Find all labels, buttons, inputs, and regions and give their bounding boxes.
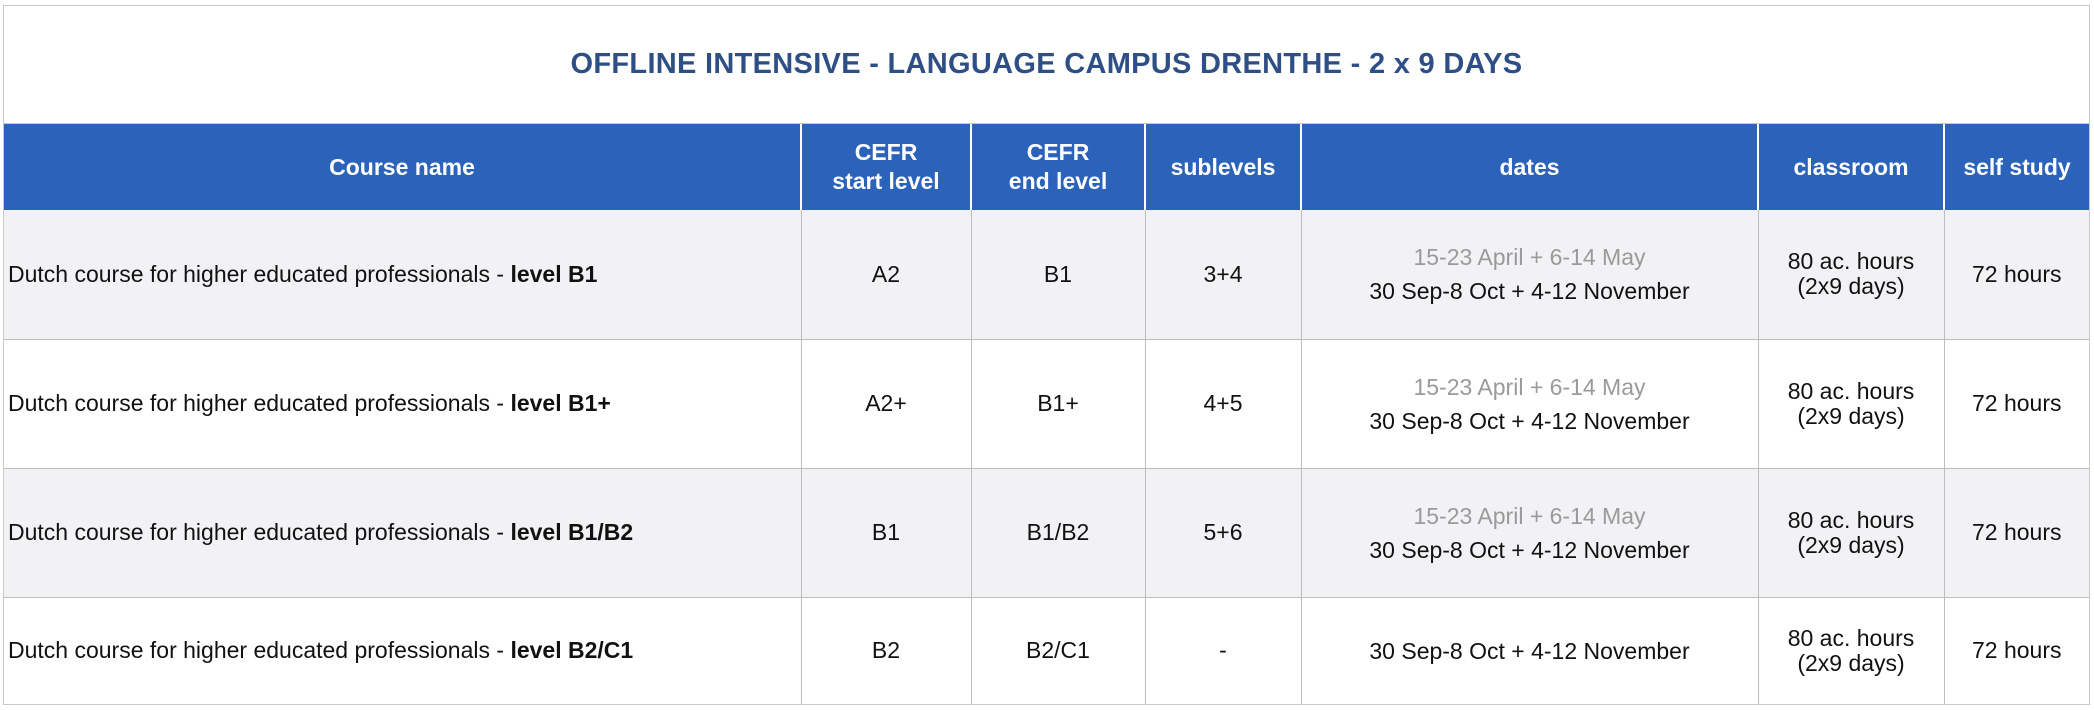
header-sublevels: sublevels — [1145, 124, 1302, 210]
self-study-cell: 72 hours — [1944, 468, 2089, 598]
header-course-name: Course name — [4, 124, 802, 210]
course-table: Course name CEFR start level CEFR end le… — [4, 124, 2089, 704]
course-name-cell: Dutch course for higher educated profess… — [4, 210, 802, 340]
course-level: level B1 — [510, 260, 598, 287]
course-name-cell: Dutch course for higher educated profess… — [4, 468, 802, 598]
cefr-start-cell: A2+ — [801, 339, 972, 469]
header-self-study: self study — [1944, 124, 2089, 210]
header-row: Course name CEFR start level CEFR end le… — [4, 124, 2089, 210]
classroom-hours: 80 ac. hours — [1787, 248, 1915, 275]
course-name-cell: Dutch course for higher educated profess… — [4, 597, 802, 704]
header-cefr-end: CEFR end level — [971, 124, 1146, 210]
date-autumn: 30 Sep-8 Oct + 4-12 November — [1369, 637, 1690, 664]
course-name-prefix: Dutch course for higher educated profess… — [8, 390, 511, 416]
title-bar: OFFLINE INTENSIVE - LANGUAGE CAMPUS DREN… — [4, 6, 2089, 124]
classroom-cell: 80 ac. hours (2x9 days) — [1758, 468, 1945, 598]
header-classroom: classroom — [1758, 124, 1945, 210]
sublevels-cell: 5+6 — [1145, 468, 1302, 598]
course-level: level B1/B2 — [510, 519, 634, 545]
sublevels-cell: - — [1145, 597, 1302, 704]
header-cefr-start-line2: start level — [832, 168, 940, 194]
self-study-cell: 72 hours — [1944, 339, 2089, 469]
header-cefr-start-line1: CEFR — [854, 139, 918, 165]
header-dates: dates — [1301, 124, 1759, 210]
date-spring: 15-23 April + 6-14 May — [1413, 244, 1646, 271]
course-name-prefix: Dutch course for higher educated profess… — [8, 260, 511, 287]
sublevels-cell: 4+5 — [1145, 339, 1302, 469]
date-spring: 15-23 April + 6-14 May — [1413, 502, 1646, 529]
table-row: Dutch course for higher educated profess… — [4, 210, 2089, 340]
date-autumn: 30 Sep-8 Oct + 4-12 November — [1369, 536, 1690, 563]
date-autumn: 30 Sep-8 Oct + 4-12 November — [1369, 278, 1690, 305]
classroom-days: (2x9 days) — [1797, 649, 1905, 676]
classroom-days: (2x9 days) — [1797, 402, 1905, 429]
page-title: OFFLINE INTENSIVE - LANGUAGE CAMPUS DREN… — [570, 48, 1523, 80]
header-cefr-end-line2: end level — [1008, 168, 1108, 194]
cefr-end-cell: B1 — [971, 210, 1146, 340]
classroom-days: (2x9 days) — [1797, 273, 1905, 300]
cefr-start-cell: B1 — [801, 468, 972, 598]
date-spring: 15-23 April + 6-14 May — [1413, 373, 1646, 400]
classroom-cell: 80 ac. hours (2x9 days) — [1758, 339, 1945, 469]
table-row: Dutch course for higher educated profess… — [4, 597, 2089, 704]
cefr-end-cell: B2/C1 — [971, 597, 1146, 704]
dates-cell: 15-23 April + 6-14 May 30 Sep-8 Oct + 4-1… — [1301, 468, 1759, 598]
self-study-cell: 72 hours — [1944, 210, 2089, 340]
course-level: level B1+ — [510, 390, 611, 416]
header-cefr-end-line1: CEFR — [1026, 139, 1090, 165]
course-name-prefix: Dutch course for higher educated profess… — [8, 519, 511, 545]
cefr-start-cell: B2 — [801, 597, 972, 704]
dates-cell: 15-23 April + 6-14 May 30 Sep-8 Oct + 4-1… — [1301, 339, 1759, 469]
classroom-hours: 80 ac. hours — [1787, 624, 1915, 651]
classroom-days: (2x9 days) — [1797, 531, 1905, 558]
classroom-cell: 80 ac. hours (2x9 days) — [1758, 597, 1945, 704]
classroom-hours: 80 ac. hours — [1787, 506, 1915, 533]
cefr-end-cell: B1/B2 — [971, 468, 1146, 598]
header-cefr-start: CEFR start level — [801, 124, 972, 210]
course-table-frame: OFFLINE INTENSIVE - LANGUAGE CAMPUS DREN… — [3, 5, 2090, 705]
table-row: Dutch course for higher educated profess… — [4, 468, 2089, 598]
classroom-cell: 80 ac. hours (2x9 days) — [1758, 210, 1945, 340]
table-row: Dutch course for higher educated profess… — [4, 339, 2089, 469]
cefr-start-cell: A2 — [801, 210, 972, 340]
dates-cell: 30 Sep-8 Oct + 4-12 November — [1301, 597, 1759, 704]
course-name-cell: Dutch course for higher educated profess… — [4, 339, 802, 469]
date-autumn: 30 Sep-8 Oct + 4-12 November — [1369, 407, 1690, 434]
self-study-cell: 72 hours — [1971, 637, 2062, 664]
course-level: level B2/C1 — [510, 637, 634, 664]
cefr-end-cell: B1+ — [971, 339, 1146, 469]
classroom-hours: 80 ac. hours — [1787, 377, 1915, 404]
sublevels-cell: 3+4 — [1145, 210, 1302, 340]
dates-cell: 15-23 April + 6-14 May 30 Sep-8 Oct + 4-1… — [1301, 210, 1759, 340]
course-name-prefix: Dutch course for higher educated profess… — [8, 637, 511, 664]
